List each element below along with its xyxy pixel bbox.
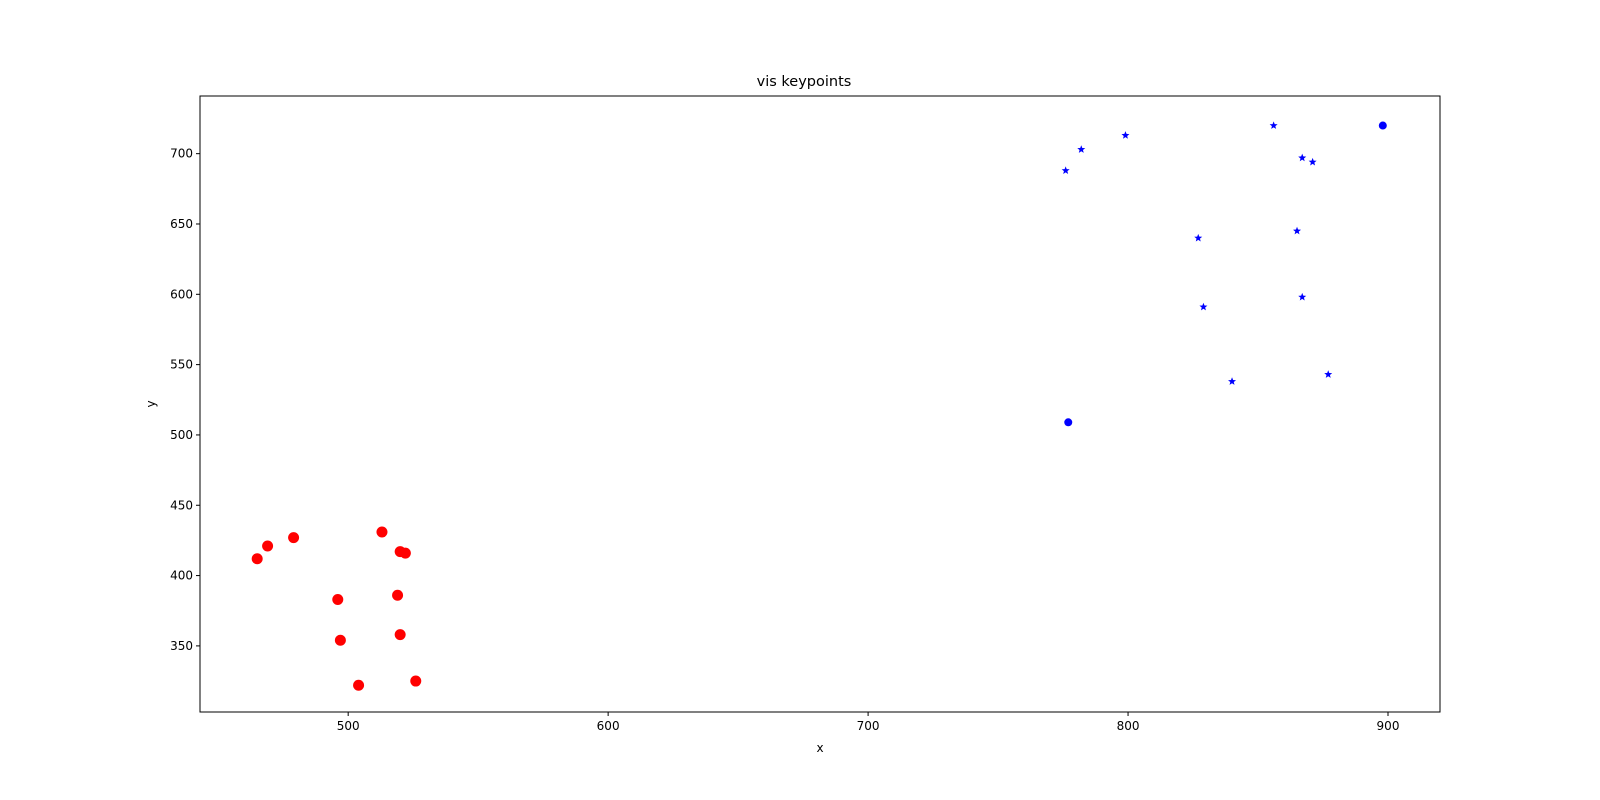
data-point-star bbox=[1199, 302, 1208, 311]
y-tick-label: 500 bbox=[170, 428, 193, 442]
data-point-star bbox=[1228, 377, 1237, 385]
data-point bbox=[262, 540, 274, 552]
data-point-star bbox=[1077, 145, 1086, 153]
data-point-star bbox=[1298, 153, 1307, 162]
y-tick-label: 650 bbox=[170, 217, 193, 231]
x-axis-label: x bbox=[816, 741, 823, 755]
data-point bbox=[1064, 418, 1073, 427]
data-point bbox=[332, 593, 344, 605]
data-point-star bbox=[1194, 233, 1203, 242]
y-axis: 350 400 450 500 550 600 650 700 bbox=[170, 147, 200, 653]
data-point-star bbox=[1121, 131, 1130, 139]
x-tick-label: 600 bbox=[597, 719, 620, 733]
data-point-star bbox=[1293, 226, 1302, 235]
x-axis: 500 600 700 800 900 bbox=[337, 712, 1400, 733]
data-point bbox=[334, 634, 346, 646]
data-point bbox=[392, 589, 404, 601]
y-tick-label: 600 bbox=[170, 287, 193, 301]
x-tick-label: 900 bbox=[1377, 719, 1400, 733]
y-tick-label: 450 bbox=[170, 498, 193, 512]
y-tick-label: 700 bbox=[170, 147, 193, 161]
data-point-star bbox=[1298, 292, 1307, 301]
y-axis-label: y bbox=[144, 400, 158, 407]
data-point-star bbox=[1269, 121, 1278, 129]
x-tick-label: 800 bbox=[1117, 719, 1140, 733]
data-point bbox=[1378, 121, 1387, 130]
data-point-star bbox=[1324, 370, 1333, 378]
y-tick-label: 400 bbox=[170, 569, 193, 583]
plot-area bbox=[251, 121, 1387, 691]
y-tick-label: 550 bbox=[170, 358, 193, 372]
data-point-star bbox=[1061, 166, 1070, 174]
data-point bbox=[399, 547, 411, 559]
data-point bbox=[376, 526, 388, 538]
y-tick-label: 350 bbox=[170, 639, 193, 653]
x-tick-label: 500 bbox=[337, 719, 360, 733]
data-point-star bbox=[1308, 157, 1317, 166]
data-point bbox=[288, 532, 300, 544]
x-tick-label: 700 bbox=[857, 719, 880, 733]
plot-frame bbox=[199, 95, 1441, 713]
data-point bbox=[394, 629, 406, 641]
chart-title: vis keypoints bbox=[757, 74, 852, 90]
data-point bbox=[410, 675, 422, 687]
data-point bbox=[251, 553, 263, 565]
data-point bbox=[353, 679, 365, 691]
